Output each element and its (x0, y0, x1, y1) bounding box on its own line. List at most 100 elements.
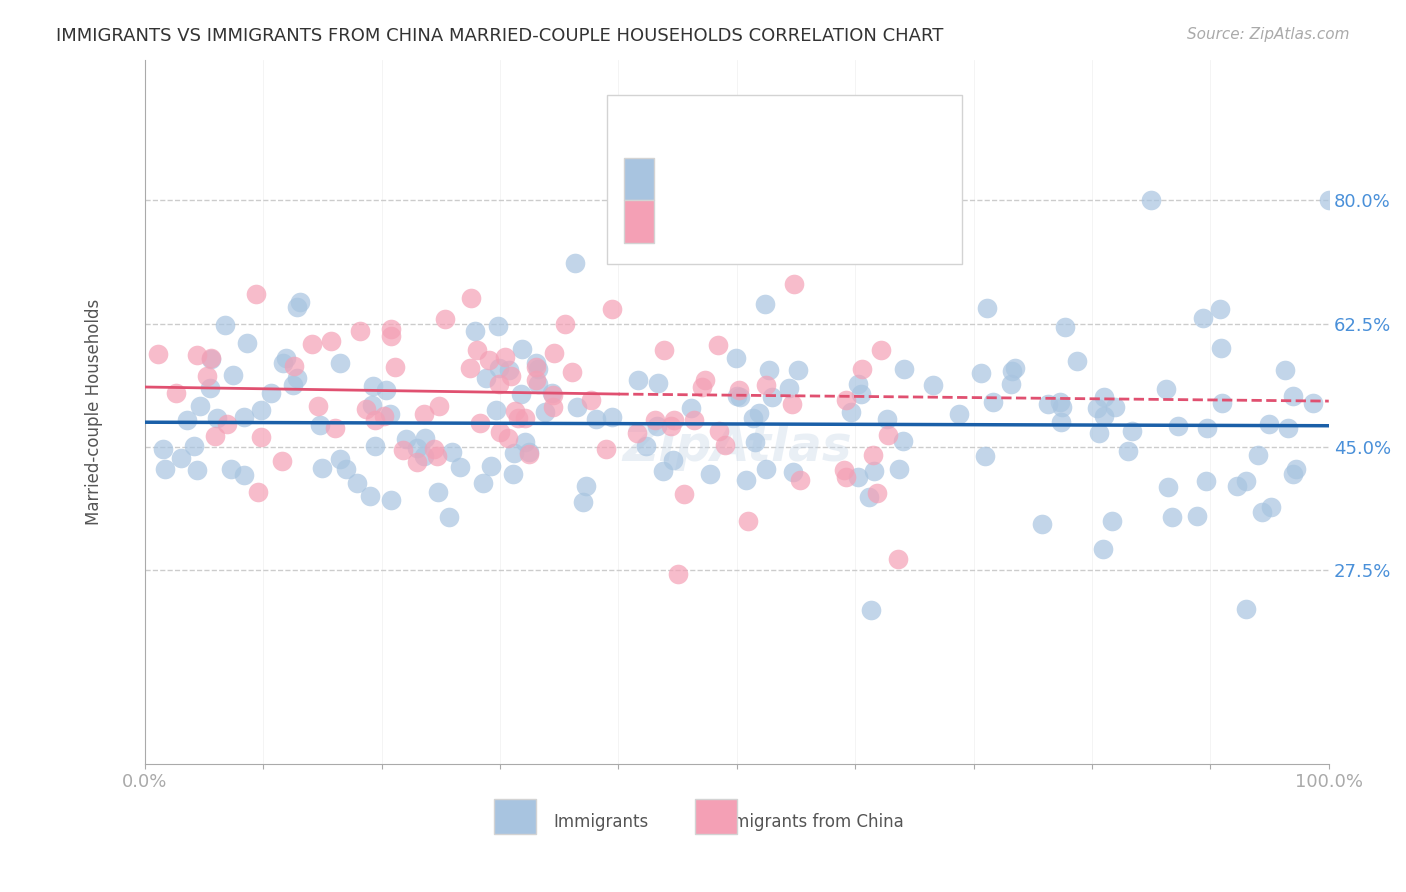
Immigrants (214, 318, 236, 332)
Text: IMMIGRANTS VS IMMIGRANTS FROM CHINA MARRIED-COUPLE HOUSEHOLDS CORRELATION CHART: IMMIGRANTS VS IMMIGRANTS FROM CHINA MARR… (56, 27, 943, 45)
Immigrants (1157, 480, 1180, 494)
Immigrants from China (737, 514, 759, 528)
Immigrants (152, 442, 174, 457)
Immigrants (364, 439, 387, 453)
Immigrants (205, 410, 228, 425)
Immigrants (976, 301, 998, 315)
Immigrants (221, 461, 243, 475)
Immigrants (661, 453, 683, 467)
Immigrants (170, 451, 193, 466)
Immigrants (309, 418, 332, 433)
Immigrants (200, 352, 222, 367)
Immigrants (1140, 194, 1163, 208)
Immigrants (363, 379, 385, 393)
Immigrants (761, 390, 783, 404)
Text: Source: ZipAtlas.com: Source: ZipAtlas.com (1187, 27, 1350, 42)
Immigrants from China (246, 485, 269, 500)
Immigrants (1211, 341, 1233, 355)
Immigrants (1049, 415, 1071, 429)
Immigrants from China (693, 373, 716, 387)
Immigrants from China (349, 324, 371, 338)
Immigrants from China (426, 450, 449, 464)
Immigrants from China (887, 552, 910, 566)
Immigrants (198, 381, 221, 395)
Immigrants (1209, 302, 1232, 317)
Text: R = -0.041   N = 81: R = -0.041 N = 81 (659, 186, 883, 205)
Immigrants (848, 377, 870, 392)
Text: 81: 81 (779, 183, 804, 201)
Immigrants (572, 495, 595, 509)
Immigrants from China (652, 343, 675, 358)
Immigrants (627, 373, 650, 387)
Immigrants (754, 296, 776, 310)
Text: 152: 152 (779, 141, 817, 159)
Immigrants (846, 469, 869, 483)
Immigrants from China (186, 348, 208, 362)
Immigrants (472, 476, 495, 491)
Immigrants from China (364, 413, 387, 427)
Immigrants from China (626, 426, 648, 441)
Immigrants (1211, 395, 1233, 409)
Immigrants from China (384, 359, 406, 374)
Immigrants (1195, 421, 1218, 435)
Immigrants (527, 376, 550, 391)
Immigrants from China (245, 286, 267, 301)
Immigrants (233, 410, 256, 425)
Immigrants from China (503, 404, 526, 418)
Immigrants (839, 404, 862, 418)
Immigrants (395, 432, 418, 446)
Immigrants (1192, 311, 1215, 326)
Immigrants (1000, 376, 1022, 391)
Text: N =: N = (740, 141, 790, 159)
Immigrants from China (707, 425, 730, 439)
Immigrants (285, 370, 308, 384)
Text: R = -0.018   N = 152: R = -0.018 N = 152 (659, 145, 894, 163)
Immigrants from China (413, 407, 436, 421)
Immigrants from China (249, 430, 271, 444)
Immigrants from China (321, 334, 343, 348)
Immigrants from China (595, 442, 617, 456)
Immigrants from China (354, 401, 377, 416)
Immigrants from China (690, 380, 713, 394)
Immigrants (274, 351, 297, 365)
Immigrants (360, 398, 382, 412)
Immigrants (758, 362, 780, 376)
Immigrants (755, 462, 778, 476)
Immigrants (1054, 320, 1077, 334)
Immigrants (249, 402, 271, 417)
Immigrants (502, 445, 524, 459)
Immigrants from China (494, 350, 516, 364)
Immigrants (1104, 401, 1126, 415)
Immigrants (311, 460, 333, 475)
Immigrants from China (501, 369, 523, 384)
Immigrants (725, 388, 748, 402)
Immigrants from China (373, 409, 395, 423)
Immigrants (486, 319, 509, 334)
Immigrants from China (644, 412, 666, 426)
Immigrants (1194, 475, 1216, 489)
Immigrants (728, 390, 751, 404)
Immigrants (858, 490, 880, 504)
Immigrants from China (488, 377, 510, 392)
Text: Immigrants from China: Immigrants from China (711, 813, 904, 831)
Text: -0.041: -0.041 (696, 183, 759, 201)
Immigrants from China (862, 448, 884, 462)
Immigrants (699, 467, 721, 481)
Immigrants (449, 460, 471, 475)
Immigrants (271, 356, 294, 370)
Immigrants (1121, 424, 1143, 438)
Immigrants (510, 343, 533, 357)
Immigrants (893, 361, 915, 376)
Immigrants (541, 385, 564, 400)
Immigrants from China (427, 399, 450, 413)
Immigrants (413, 449, 436, 463)
Immigrants from China (666, 566, 689, 581)
Immigrants (1085, 401, 1108, 415)
Text: Immigrants: Immigrants (553, 813, 648, 831)
Immigrants from China (561, 365, 583, 379)
Immigrants (778, 381, 800, 395)
Immigrants (863, 464, 886, 478)
Immigrants (378, 407, 401, 421)
Immigrants (232, 467, 254, 482)
Immigrants (183, 439, 205, 453)
